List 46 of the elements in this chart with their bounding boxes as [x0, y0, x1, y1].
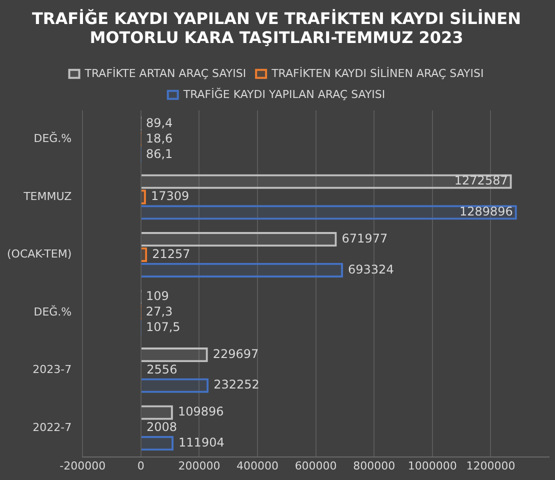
legend-label: TRAFİKTEN KAYDI SİLİNEN ARAÇ SAYISI: [270, 66, 484, 80]
bar: [141, 262, 344, 278]
x-tick-label: 0: [137, 459, 144, 472]
x-tick-label: 1200000: [466, 459, 516, 472]
data-label: 229697: [212, 346, 259, 361]
data-label: 89,4: [146, 116, 173, 130]
x-tick-label: 1000000: [408, 459, 457, 472]
bar: [141, 247, 148, 262]
y-tick-label: 2023-7: [32, 363, 72, 376]
bar: [141, 347, 208, 362]
bar: [141, 436, 174, 451]
y-tick-label: (OCAK-TEM): [7, 248, 72, 261]
data-label: 2008: [146, 420, 178, 434]
data-label: 671977: [342, 231, 388, 246]
y-tick-label: DEĞ.%: [34, 304, 72, 318]
data-label: 693324: [348, 262, 394, 276]
legend-label: TRAFİĞE KAYDI YAPILAN ARAÇ SAYISI: [182, 86, 386, 101]
bar: [141, 205, 517, 220]
x-tick-label: 800000: [353, 459, 396, 472]
x-tick-label: -200000: [60, 459, 106, 472]
y-tick-label: DEĞ.%: [34, 131, 72, 146]
x-tick-label: 200000: [178, 459, 220, 472]
data-label: 232252: [214, 378, 260, 392]
data-label: 17309: [150, 189, 190, 204]
data-label: 109: [146, 289, 169, 304]
bar: [141, 232, 337, 247]
data-label: 1289896: [459, 204, 513, 219]
bar: [141, 190, 146, 204]
data-label: 18,6: [146, 131, 173, 146]
bar: [141, 405, 173, 420]
data-label: 109896: [178, 404, 224, 419]
data-label: 1272587: [454, 174, 508, 188]
data-label: 86,1: [146, 146, 173, 161]
data-label: 21257: [152, 246, 190, 261]
data-label: 27,3: [146, 304, 173, 319]
y-tick-label: TEMMUZ: [22, 190, 72, 203]
data-label: 111904: [178, 435, 224, 450]
x-tick-label: 400000: [236, 459, 279, 472]
y-tick-label: 2022-7: [32, 420, 72, 434]
data-label: 2556: [146, 362, 178, 376]
legend-label: TRAFİKTE ARTAN ARAÇ SAYISI: [84, 66, 246, 80]
chart-title: TRAFİĞE KAYDI YAPILAN VE TRAFİKTEN KAYDI SİLİNEN MOTORLU KARA TAŞITLARI-TEMMUZ 2023: [32, 8, 521, 47]
bar: [141, 378, 209, 393]
data-label: 107,5: [146, 320, 180, 334]
x-tick-label: 600000: [294, 459, 337, 472]
bar: [141, 174, 512, 189]
